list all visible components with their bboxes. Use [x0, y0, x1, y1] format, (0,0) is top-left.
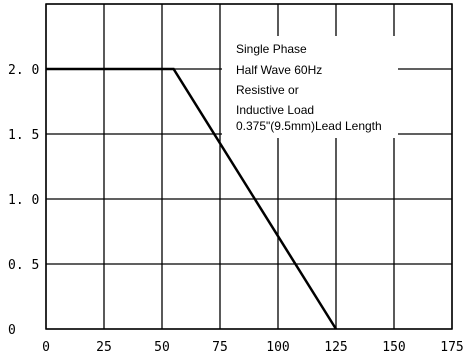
x-tick-label-2: 50 — [154, 340, 170, 355]
x-tick-label-7: 175 — [440, 340, 463, 355]
annotation-line-0: Single Phase — [236, 42, 307, 56]
y-tick-label-1: 0. 5 — [8, 258, 39, 273]
annotation-line-4: 0.375"(9.5mm)Lead Length — [236, 119, 382, 133]
x-tick-label-4: 100 — [266, 340, 289, 355]
y-tick-label-4: 2. 0 — [8, 63, 39, 78]
x-tick-label-0: 0 — [42, 340, 50, 355]
annotation-box — [222, 36, 398, 138]
plot-frame — [45, 3, 453, 330]
y-tick-label-3: 1. 5 — [8, 128, 39, 143]
x-tick-label-5: 125 — [324, 340, 347, 355]
x-tick-label-1: 25 — [96, 340, 112, 355]
x-tick-label-3: 75 — [212, 340, 228, 355]
annotation-line-1: Half Wave 60Hz — [236, 63, 322, 77]
x-tick-label-6: 150 — [382, 340, 405, 355]
y-tick-label-2: 1. 0 — [8, 193, 39, 208]
annotation-line-2: Resistive or — [236, 83, 299, 97]
annotation-line-3: Inductive Load — [236, 103, 314, 117]
y-tick-label-0: 0 — [8, 323, 16, 338]
